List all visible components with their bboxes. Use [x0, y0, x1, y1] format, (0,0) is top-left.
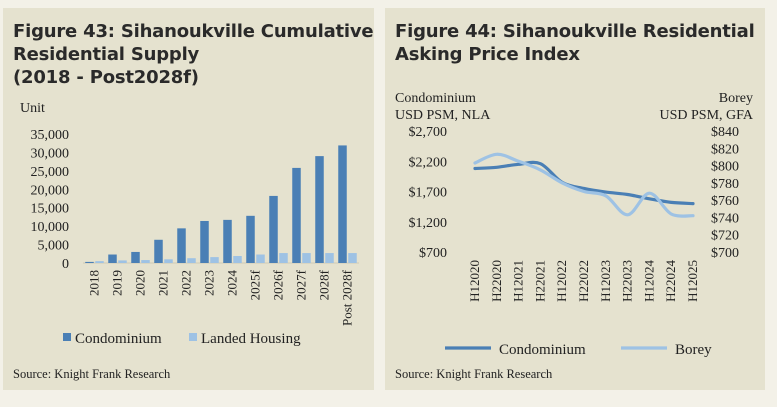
legend-landed-housing-swatch	[189, 333, 197, 341]
condominium-bar	[338, 145, 347, 263]
y-tick-label: 15,000	[31, 202, 70, 217]
figure-44-title-line2: Asking Price Index	[395, 44, 580, 65]
right-y-tick-label: $700	[711, 246, 739, 261]
left-y-tick-label: $1,200	[409, 216, 448, 231]
condominium-bar	[223, 219, 232, 263]
figure-44-title-line1: Figure 44: Sihanoukville Residential	[395, 21, 755, 42]
landed-housing-bar	[279, 253, 288, 263]
landed-housing-bar	[118, 260, 127, 263]
borey-series-line	[473, 152, 695, 218]
x-tick-label: 2018	[87, 270, 102, 296]
landed-housing-bar	[348, 253, 357, 263]
landed-housing-bar	[210, 257, 219, 263]
x-tick-label: H12023	[598, 260, 613, 302]
left-axis-label-line1: Condominium	[395, 91, 476, 106]
landed-housing-bar	[95, 261, 104, 263]
y-tick-label: 10,000	[31, 220, 70, 235]
landed-housing-bar	[256, 254, 265, 263]
x-tick-label: 2025f	[248, 269, 263, 300]
right-y-tick-label: $760	[711, 194, 739, 209]
x-tick-label: 2028f	[317, 269, 332, 300]
condominium-bar	[315, 156, 324, 263]
legend-condominium-swatch	[63, 333, 71, 341]
price-index-line-chart: Condominium USD PSM, NLA Borey USD PSM, GFA…	[395, 91, 754, 358]
figure-44-source: Source: Knight Frank Research	[395, 367, 553, 381]
figure-44-panel: Figure 44: Sihanoukville Residential Ask…	[385, 8, 765, 390]
figure-43-title-line1: Figure 43: Sihanoukville Cumulative	[13, 21, 374, 42]
x-tick-label: H22024	[663, 260, 678, 302]
right-y-tick-label: $800	[711, 160, 739, 175]
x-tick-label: 2022	[179, 270, 194, 296]
y-tick-label: 30,000	[31, 146, 70, 161]
figure-43-source: Source: Knight Frank Research	[13, 367, 171, 381]
x-tick-label: Post 2028f	[340, 269, 355, 326]
landed-housing-bar	[187, 258, 196, 263]
right-y-tick-label: $720	[711, 229, 739, 244]
x-tick-label: H12020	[467, 260, 482, 302]
condominium-bar	[177, 228, 186, 263]
condominium-series-line	[473, 160, 695, 206]
x-tick-label: 2026f	[271, 269, 286, 300]
landed-housing-bar	[164, 259, 173, 263]
condominium-bar	[292, 167, 301, 263]
right-y-tick-label: $840	[711, 125, 739, 140]
condominium-bar	[269, 195, 278, 263]
landed-housing-bar	[233, 255, 242, 263]
legend-landed-housing-label: Landed Housing	[201, 331, 301, 347]
x-tick-label: H22023	[620, 260, 635, 302]
condominium-bar	[131, 251, 140, 263]
x-tick-label: 2027f	[294, 269, 309, 300]
left-axis-label-line2: USD PSM, NLA	[395, 108, 491, 123]
x-tick-label: H12025	[685, 260, 700, 302]
y-tick-label: 25,000	[31, 165, 70, 180]
y-tick-label: 0	[62, 257, 69, 272]
landed-housing-bar	[302, 253, 311, 263]
condominium-bar	[246, 215, 255, 263]
x-tick-label: 2019	[110, 270, 125, 296]
y-tick-label: 5,000	[38, 239, 70, 254]
x-tick-label: 2023	[202, 270, 217, 296]
figure-44-title: Figure 44: Sihanoukville Residential Ask…	[395, 20, 755, 66]
right-axis-label-line1: Borey	[719, 91, 753, 106]
figure-43-title-line2: Residential Supply	[13, 44, 200, 65]
right-y-tick-label: $820	[711, 142, 739, 157]
condominium-bar	[85, 261, 94, 263]
figure-43-panel: Figure 43: Sihanoukville Cumulative Resi…	[3, 8, 374, 390]
left-y-tick-label: $1,700	[409, 186, 448, 201]
right-y-tick-label: $740	[711, 211, 739, 226]
figure-43-title: Figure 43: Sihanoukville Cumulative Resi…	[13, 20, 383, 89]
x-tick-label: H12022	[554, 260, 569, 302]
condominium-bar	[108, 254, 117, 263]
right-y-tick-label: $780	[711, 177, 739, 192]
y-axis-label: Unit	[20, 101, 45, 116]
legend-condominium-label: Condominium	[499, 342, 586, 358]
x-tick-label: H12024	[641, 260, 656, 302]
legend-borey-label: Borey	[675, 342, 712, 358]
x-tick-label: H22021	[532, 260, 547, 302]
supply-bar-chart: Unit 0 5,000 10,000 15,000 20,000 25,000 30,000…	[20, 101, 359, 347]
right-axis-label-line2: USD PSM, GFA	[660, 108, 754, 123]
x-tick-label: 2021	[156, 270, 171, 296]
left-y-tick-label: $700	[419, 246, 447, 261]
left-y-tick-label: $2,200	[409, 155, 448, 170]
x-tick-label: 2024	[225, 270, 240, 297]
landed-housing-bar	[141, 260, 150, 263]
condominium-bar	[200, 220, 209, 263]
y-tick-label: 20,000	[31, 183, 70, 198]
x-tick-label: H22020	[489, 260, 504, 302]
landed-housing-bar	[325, 253, 334, 263]
x-tick-label: 2020	[133, 270, 148, 296]
y-tick-label: 35,000	[31, 128, 70, 143]
condominium-bar	[154, 239, 163, 263]
x-tick-label: H22022	[576, 260, 591, 302]
left-y-tick-label: $2,700	[409, 125, 448, 140]
figure-43-title-line3: (2018 - Post2028f)	[13, 67, 199, 88]
legend-condominium-label: Condominium	[75, 331, 162, 347]
x-tick-label: H12021	[511, 260, 526, 302]
